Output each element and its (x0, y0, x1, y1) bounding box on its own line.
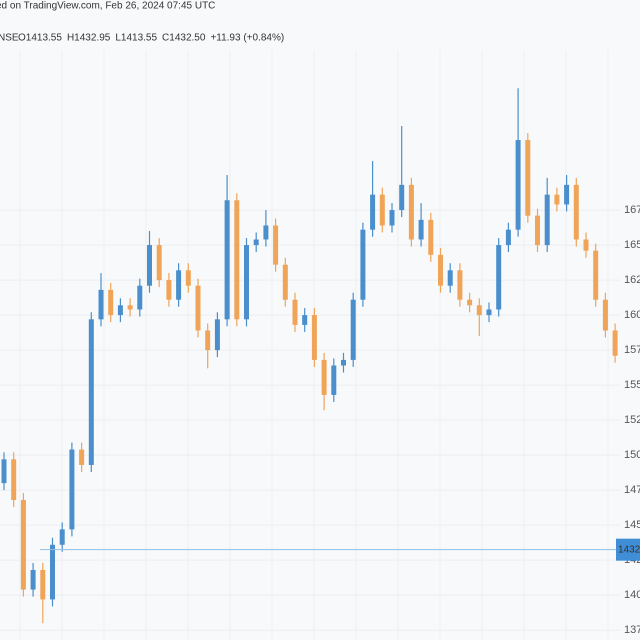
candle-body (593, 250, 599, 300)
legend-key: O (18, 33, 26, 44)
candle-body (602, 299, 608, 331)
candle-body (321, 359, 327, 395)
candle-body (370, 194, 376, 230)
candle-body (311, 315, 317, 360)
candle-body (185, 270, 191, 286)
y-tick-label: 1575 (624, 344, 640, 356)
candle-body (282, 264, 288, 300)
y-tick-label: 1450 (624, 519, 640, 531)
candle-body (350, 299, 356, 360)
candle-body (69, 449, 75, 530)
candle-body (88, 319, 94, 465)
candle-body (525, 140, 531, 216)
candle-body (1, 459, 7, 484)
y-tick-label: 1625 (624, 274, 640, 286)
y-tick-label: 1475 (624, 484, 640, 496)
candle-body (399, 184, 405, 211)
candle-body (505, 229, 511, 246)
candle-body (127, 305, 133, 310)
candle-body (535, 215, 540, 246)
candle-body (292, 299, 298, 325)
legend-value: 1413.55 (121, 33, 158, 44)
candle-body (176, 270, 182, 300)
last-price-box (616, 538, 640, 561)
candle-body (137, 285, 143, 310)
attribution: ed on TradingView.com, Feb 26, 2024 07:4… (0, 1, 215, 12)
candle-body (457, 270, 463, 300)
y-tick-label: 1650 (624, 239, 640, 251)
candle-body (360, 229, 366, 300)
candle-body (50, 544, 55, 600)
candle-body (147, 245, 152, 286)
candle-body (476, 305, 482, 316)
candle-body (79, 449, 85, 465)
plot (1, 88, 618, 624)
candle-body (253, 239, 259, 246)
candle-body (166, 280, 172, 300)
candle-body (447, 270, 453, 286)
ohlc-legend: NSE O 1413.55 H 1432.95 L 1413.55 C 1432.50 +11.… (0, 33, 284, 44)
candle-body (612, 330, 618, 356)
candle-body (379, 194, 385, 226)
legend-value: 1432.50 (169, 33, 206, 44)
legend-key: L (115, 33, 121, 44)
candle-body (108, 289, 114, 316)
candle-body (467, 299, 473, 306)
candle-body (302, 315, 308, 325)
candle-body (389, 210, 395, 226)
legend-key: C (162, 33, 169, 44)
y-tick-label: 1675 (624, 204, 640, 216)
candle-body (59, 529, 65, 545)
y-tick-label: 1500 (624, 449, 640, 461)
candle-body (234, 200, 240, 320)
legend-value: 1413.55 (26, 33, 63, 44)
candle-body (583, 239, 589, 251)
legend-value: 1432.95 (74, 33, 111, 44)
grid (0, 50, 620, 640)
candle-body (341, 359, 346, 366)
candle-body (117, 305, 123, 316)
candle-body (273, 225, 279, 265)
candle-body (205, 330, 211, 351)
y-tick-label: 1600 (624, 309, 640, 321)
candle-body (195, 285, 201, 331)
candle-body (156, 245, 162, 281)
candle-body (214, 319, 220, 351)
y-tick-label: 1525 (624, 414, 640, 426)
candle-body (40, 569, 46, 600)
candle-body (11, 459, 17, 500)
candle-body (408, 184, 414, 240)
last-price-label: 1432.50 (618, 544, 640, 555)
y-tick-label: 1400 (624, 589, 640, 601)
legend-value: +11.93 (+0.84%) (210, 33, 284, 44)
candle-body (418, 219, 424, 240)
candle-body (496, 245, 502, 310)
candle-body (544, 194, 550, 246)
candle-body (20, 499, 26, 590)
candle-body (573, 184, 579, 240)
candle-body (244, 245, 249, 320)
y-tick-label: 1550 (624, 379, 640, 391)
candle-body (564, 184, 570, 205)
legend-key: H (67, 33, 74, 44)
candle-body (428, 219, 434, 255)
symbol: NSE (0, 33, 19, 44)
candle-body (263, 225, 269, 240)
y-tick-label: 1375 (624, 624, 640, 636)
candle-body (515, 140, 521, 230)
candle-body (98, 289, 104, 320)
candle-body (438, 254, 443, 286)
candle-body (331, 365, 337, 395)
candle-body (224, 200, 230, 320)
candle-body (554, 194, 560, 205)
candle-body (30, 569, 36, 590)
candle-body (486, 309, 492, 316)
